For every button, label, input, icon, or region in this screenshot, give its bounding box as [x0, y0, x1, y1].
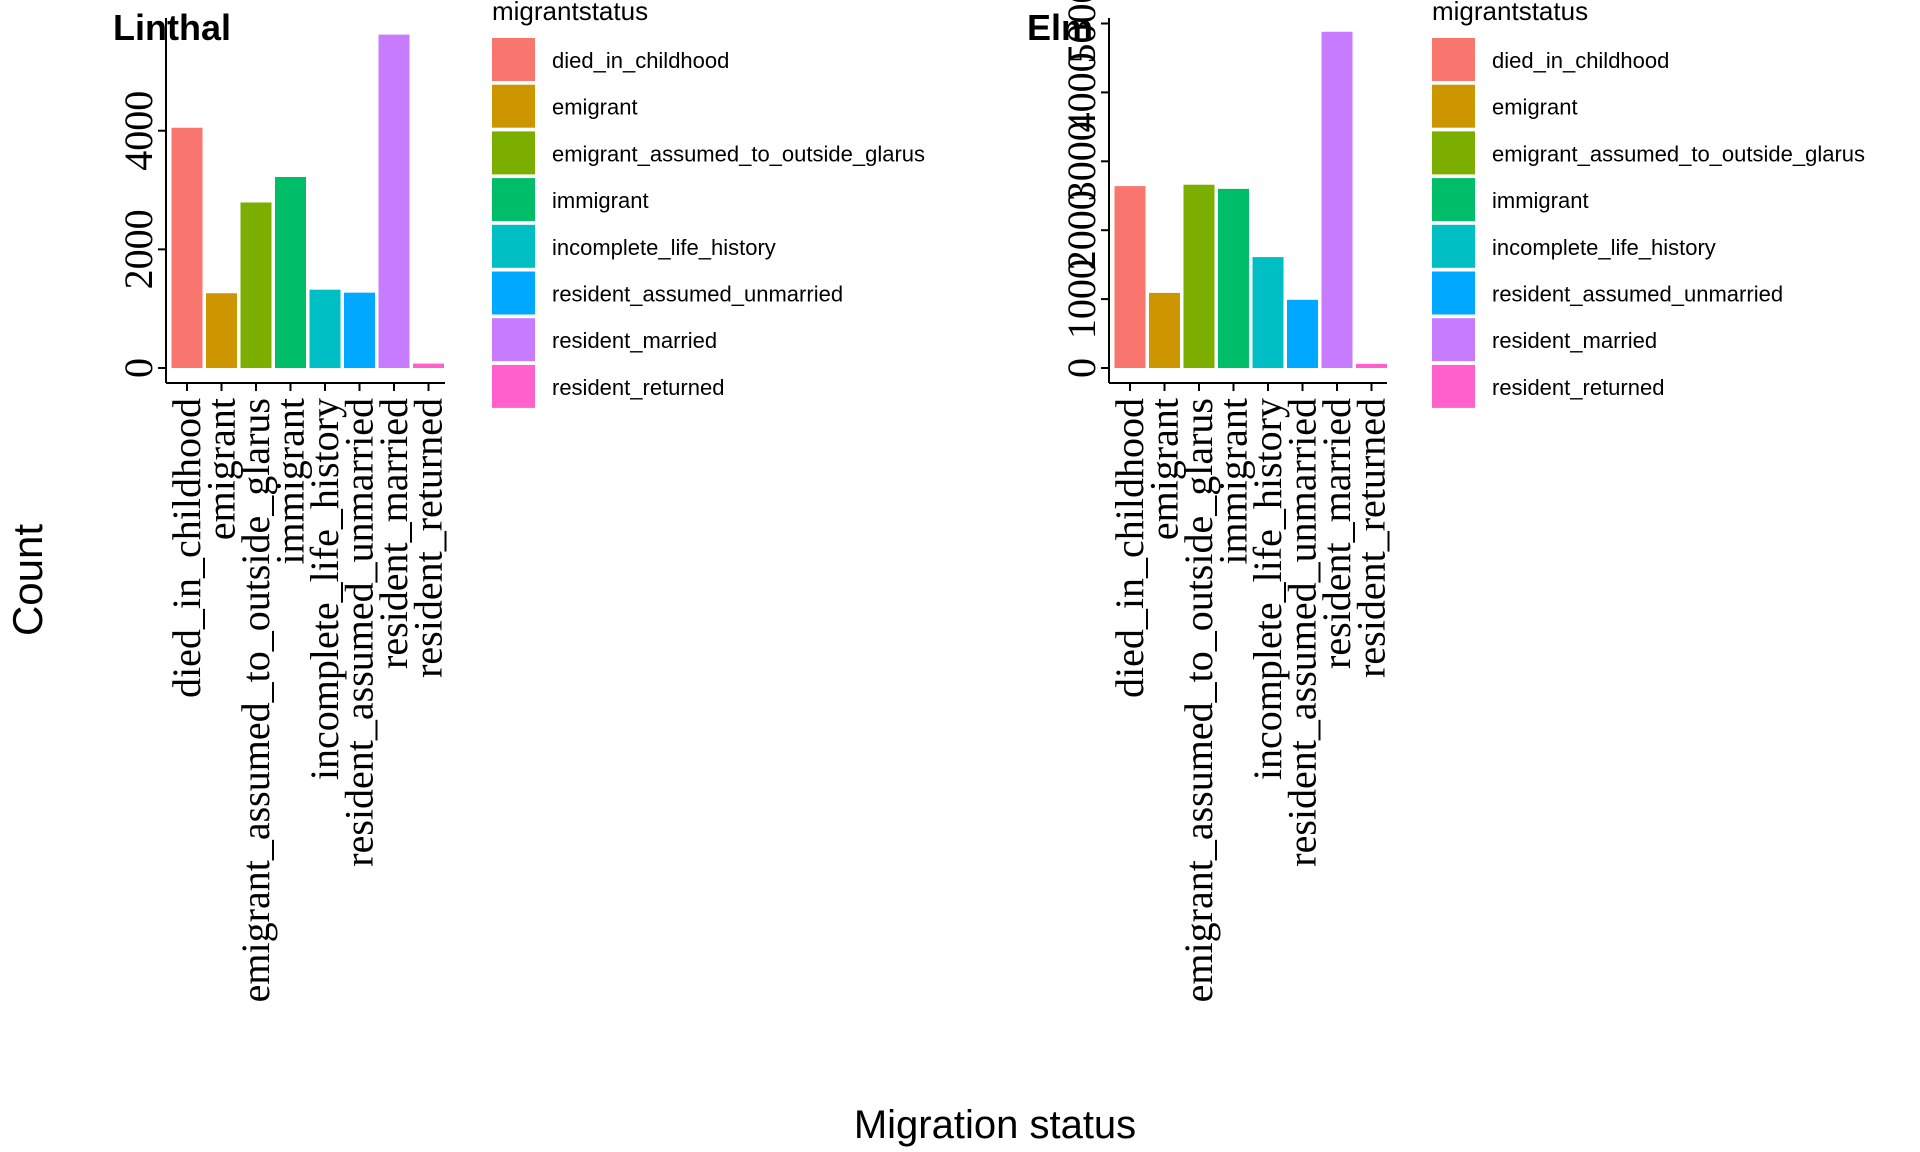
legend-swatch [1432, 271, 1475, 315]
legend-swatch [1432, 131, 1475, 175]
x-tick-label: incomplete_life_history [302, 398, 347, 780]
legend-swatch [1432, 364, 1475, 408]
legend-swatch [492, 131, 535, 175]
legend-label: died_in_childhood [552, 48, 729, 73]
legend-swatch [1432, 224, 1475, 268]
legend-swatch [1432, 178, 1475, 222]
panel-title: Linthal [113, 7, 231, 48]
x-tick-label: resident_returned [1349, 398, 1394, 678]
bar-resident-assumed-unmarried [1287, 299, 1318, 368]
legend-label: died_in_childhood [1492, 48, 1669, 73]
legend-swatch [1432, 318, 1475, 362]
shared-x-axis-title: Migration status [854, 1103, 1136, 1147]
x-tick-label: immigrant [1211, 398, 1256, 565]
bar-resident-married [1321, 31, 1353, 368]
y-tick-label: 0 [116, 358, 161, 378]
legend-label: emigrant [552, 95, 638, 120]
bar-died-in-childhood [1114, 186, 1146, 368]
x-tick-label: resident_assumed_unmarried [1280, 398, 1325, 867]
legend-swatch [1432, 38, 1475, 81]
legend-label: immigrant [552, 188, 649, 213]
legend-label: emigrant_assumed_to_outside_glarus [552, 141, 925, 166]
legend-swatch [492, 178, 535, 222]
legend-label: resident_returned [552, 375, 724, 400]
x-tick-label: resident_returned [406, 398, 451, 678]
legend-label: emigrant_assumed_to_outside_glarus [1492, 141, 1865, 166]
y-tick-label: 4000 [1059, 52, 1104, 132]
x-tick-label: died_in_childhood [164, 398, 209, 698]
legend-swatch [492, 84, 535, 128]
y-tick-label: 4000 [116, 91, 161, 171]
legend-swatch [492, 38, 535, 81]
x-tick-label: resident_married [1314, 398, 1359, 669]
bar-died-in-childhood [171, 127, 203, 369]
legend-title: migrantstatus [492, 0, 648, 26]
legend-label: incomplete_life_history [552, 235, 776, 260]
bar-incomplete-life-history [309, 289, 341, 368]
y-tick-label: 0 [1059, 358, 1104, 378]
x-tick-label: died_in_childhood [1107, 398, 1152, 698]
legend-swatch [1432, 84, 1475, 128]
bar-incomplete-life-history [1252, 257, 1284, 368]
legend-label: incomplete_life_history [1492, 235, 1716, 260]
bar-resident-returned [1356, 363, 1387, 368]
legend-label: resident_returned [1492, 375, 1664, 400]
legend-title: migrantstatus [1432, 0, 1588, 26]
plot-area-linthal: 0 2000 4000 died_in_childhoodemigrantemigra… [116, 18, 451, 1002]
legend-label: emigrant [1492, 95, 1578, 120]
plot-area-elm: 010002000300040005000died_in_childhoodem… [1059, 0, 1394, 1002]
legend-swatch [492, 224, 535, 268]
x-tick-label: emigrant [199, 398, 244, 540]
panel-linthal: Linthal 020004000died_in_childhoodemigra… [113, 0, 925, 1002]
bar-emigrant [206, 293, 237, 368]
panel-title: Elm [1027, 7, 1093, 48]
shared-y-axis-title: Count [4, 524, 51, 636]
legend-label: resident_married [1492, 328, 1657, 353]
bar-immigrant [275, 176, 306, 368]
x-tick-label: immigrant [268, 398, 313, 565]
bar-immigrant [1218, 188, 1249, 368]
y-tick-label: 1000 [1059, 259, 1104, 339]
legend-label: resident_assumed_unmarried [1492, 282, 1783, 307]
legend-swatch [492, 271, 535, 315]
legend-swatch [492, 318, 535, 362]
legend-linthal: migrantstatus died_in_childhood emigrant e… [492, 0, 925, 408]
x-tick-label: incomplete_life_history [1245, 398, 1290, 780]
x-tick-label: emigrant_assumed_to_outside_glarus [233, 398, 278, 1002]
y-tick-label: 2000 [1059, 190, 1104, 270]
x-tick-label: emigrant [1142, 398, 1187, 540]
bar-resident-married [378, 34, 410, 368]
x-tick-label: emigrant_assumed_to_outside_glarus [1176, 398, 1221, 1002]
legend-label: resident_married [552, 328, 717, 353]
bar-emigrant [1149, 292, 1180, 368]
y-tick-label: 5000 [1059, 0, 1104, 64]
y-tick-label: 2000 [116, 209, 161, 289]
legend-label: resident_assumed_unmarried [552, 282, 843, 307]
legend-elm: migrantstatus died_in_childhood emigrant e… [1432, 0, 1865, 408]
bar-emigrant-assumed-to-outside-glarus [1183, 184, 1215, 368]
legend-label: immigrant [1492, 188, 1589, 213]
legend-swatch [492, 364, 535, 408]
bar-emigrant-assumed-to-outside-glarus [240, 202, 272, 368]
bar-resident-assumed-unmarried [344, 292, 375, 368]
bar-resident-returned [413, 363, 444, 368]
x-tick-label: resident_assumed_unmarried [337, 398, 382, 867]
y-tick-label: 3000 [1059, 121, 1104, 201]
x-tick-label: resident_married [371, 398, 416, 669]
